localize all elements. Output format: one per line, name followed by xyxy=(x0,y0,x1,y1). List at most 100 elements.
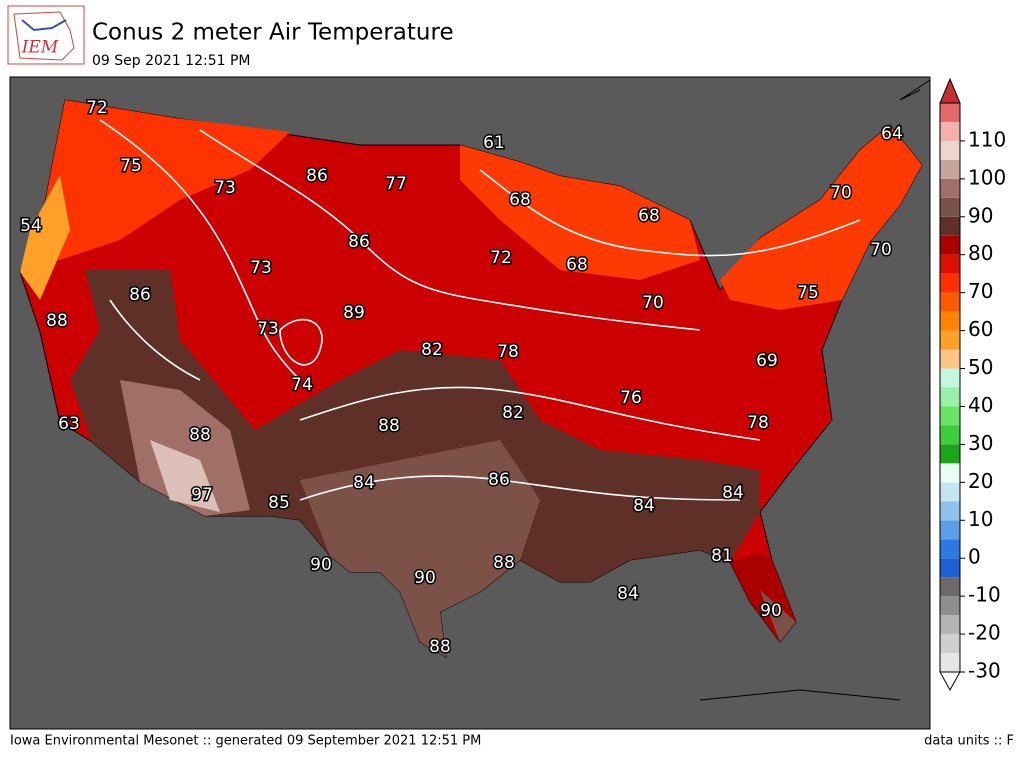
station-label: 86 xyxy=(348,232,370,252)
station-label: 70 xyxy=(830,183,852,203)
colorbar-segment xyxy=(940,140,960,160)
coastline xyxy=(699,79,931,701)
coast-cool xyxy=(20,175,70,300)
station-label: 74 xyxy=(291,375,313,395)
station-label: 72 xyxy=(86,98,108,118)
colorbar-segment xyxy=(940,463,960,483)
station-labels: 72 75 73 86 77 61 54 86 73 68 68 64 70 70 72 68 86 88 89 73… xyxy=(19,97,905,659)
colorbar-segment xyxy=(940,159,960,179)
florida-south xyxy=(760,590,796,642)
colorbar-segment xyxy=(940,103,960,122)
station-label: 54 xyxy=(20,216,42,236)
station-label: 68 xyxy=(638,206,660,226)
colorbar-tick-label: -10 xyxy=(968,583,1001,607)
colorbar: -30 -20 -10 0 10 20 30 40 50 60 70 80 90 100 110 xyxy=(939,77,1006,692)
station-label: 72 xyxy=(490,248,512,268)
colorbar-segment xyxy=(940,273,960,293)
station-label: 86 xyxy=(488,470,510,490)
logo-iowa xyxy=(13,11,75,61)
station-label: 88 xyxy=(429,637,451,657)
warm-band-nw xyxy=(30,100,290,260)
colorbar-segment xyxy=(940,121,960,141)
station-label: 69 xyxy=(756,351,778,371)
colorbar-segment xyxy=(940,634,960,654)
station-label: 89 xyxy=(343,303,365,323)
colorbar-tick-label: 40 xyxy=(968,393,993,417)
hot-texas xyxy=(300,440,540,657)
hottest-desert xyxy=(150,440,220,512)
station-label: 86 xyxy=(129,285,151,305)
colorbar-segment xyxy=(940,596,960,616)
colorbar-tick-label: 30 xyxy=(968,431,993,455)
colorbar-extend-max xyxy=(939,77,961,104)
station-label: 77 xyxy=(385,174,407,194)
subtitle: 09 Sep 2021 12:51 PM xyxy=(92,53,251,69)
station-label: 88 xyxy=(378,416,400,436)
colorbar-segment xyxy=(940,178,960,198)
station-label: 90 xyxy=(760,601,782,621)
colorbar-tick-label: -30 xyxy=(968,659,1001,683)
footer-left: Iowa Environmental Mesonet :: generated … xyxy=(10,734,481,749)
station-label: 61 xyxy=(483,133,505,153)
station-label: 97 xyxy=(191,485,213,505)
station-label: 75 xyxy=(120,156,142,176)
station-label: 68 xyxy=(509,190,531,210)
logo-text: IEM xyxy=(21,38,59,58)
station-label: 84 xyxy=(722,483,744,503)
colorbar-tick-label: 10 xyxy=(968,507,993,531)
station-label: 86 xyxy=(306,166,328,186)
hot-desert xyxy=(120,380,250,516)
colorbar-segment xyxy=(940,653,960,672)
map xyxy=(19,79,931,701)
colorbar-tick-label: 100 xyxy=(968,165,1006,189)
colorbar-tick-label: 80 xyxy=(968,241,993,265)
station-label: 70 xyxy=(642,293,664,313)
colorbar-segment xyxy=(940,577,960,597)
colorbar-segment xyxy=(940,330,960,350)
station-label: 63 xyxy=(58,414,80,434)
logo-mark xyxy=(21,19,67,32)
colorbar-tick-label: 60 xyxy=(968,317,993,341)
colorbar-segment xyxy=(940,539,960,559)
station-label: 90 xyxy=(310,555,332,575)
station-label: 73 xyxy=(250,258,272,278)
station-label: 90 xyxy=(414,568,436,588)
station-label: 78 xyxy=(747,413,769,433)
station-label: 75 xyxy=(797,283,819,303)
station-label: 76 xyxy=(620,388,642,408)
station-label: 84 xyxy=(633,496,655,516)
station-label: 73 xyxy=(257,319,279,339)
footer-right: data units :: F xyxy=(924,734,1014,749)
station-label: 78 xyxy=(497,342,519,362)
station-label: 64 xyxy=(881,124,903,144)
colorbar-segment xyxy=(940,387,960,407)
colorbar-tick-label: 70 xyxy=(968,279,993,303)
station-label: 88 xyxy=(46,311,68,331)
station-label: 84 xyxy=(353,473,375,493)
warm-band-ne xyxy=(720,125,922,310)
colorbar-segment xyxy=(940,197,960,217)
colorbar-segment xyxy=(940,615,960,635)
colorbar-tick-label: 20 xyxy=(968,469,993,493)
station-label: 82 xyxy=(502,403,524,423)
station-label: 84 xyxy=(617,584,639,604)
contours xyxy=(99,119,861,501)
colorbar-outline xyxy=(939,102,961,673)
colorbar-segment xyxy=(940,216,960,236)
colorbar-tick-label: 0 xyxy=(968,545,981,569)
station-label: 81 xyxy=(711,546,733,566)
colorbar-segment xyxy=(940,482,960,502)
colorbar-segment xyxy=(940,311,960,331)
station-label: 73 xyxy=(214,178,236,198)
colorbar-tick-label: 110 xyxy=(968,127,1006,151)
station-label: 88 xyxy=(189,425,211,445)
colorbar-segment xyxy=(940,235,960,255)
colorbar-segment xyxy=(940,425,960,445)
warm-band-lakes xyxy=(460,145,700,280)
colorbar-segment xyxy=(940,292,960,312)
colorbar-segment xyxy=(940,406,960,426)
colorbar-segment xyxy=(940,444,960,464)
colorbar-segment xyxy=(940,501,960,521)
colorbar-segment xyxy=(940,368,960,388)
